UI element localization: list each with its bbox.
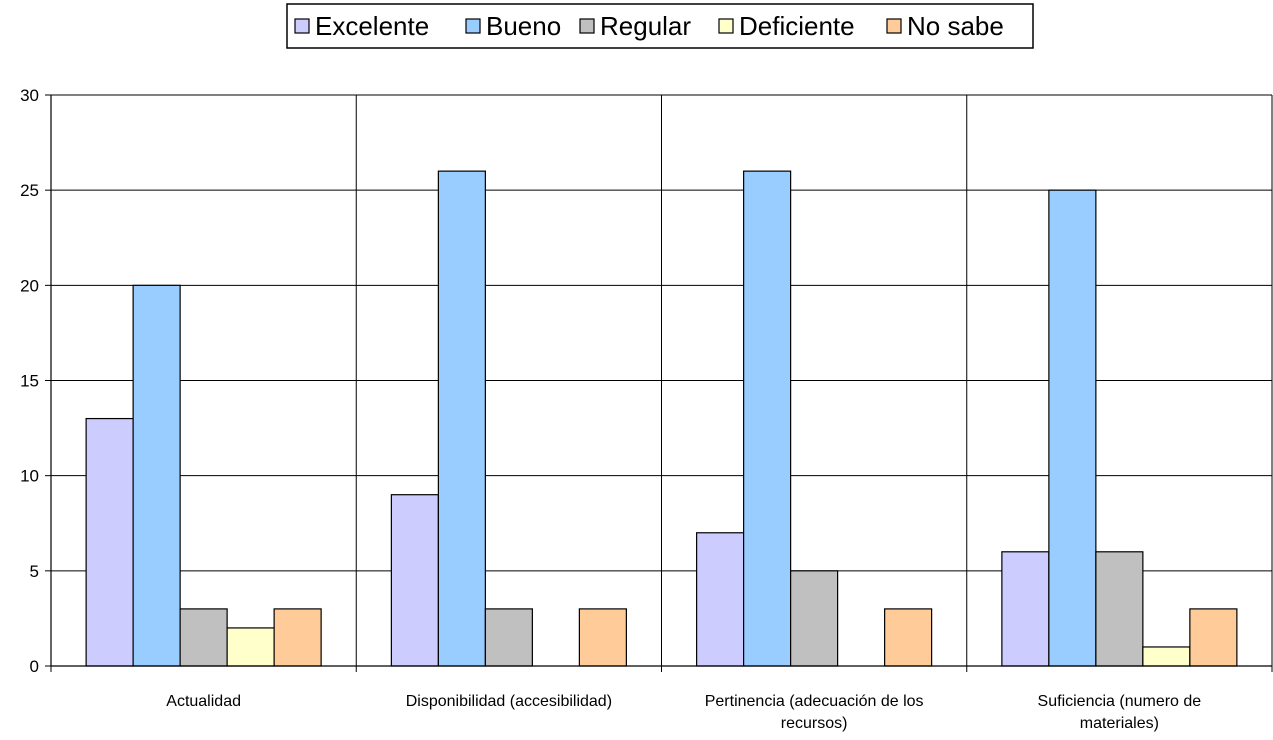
bar-regular: [179, 608, 228, 667]
legend-label: Regular: [600, 11, 691, 41]
x-category-label: materiales): [1080, 715, 1159, 732]
x-category-label: Suficiencia (numero de: [1038, 693, 1202, 710]
legend-label: Excelente: [315, 11, 429, 41]
bar-regular: [790, 570, 839, 667]
bar-regular: [1095, 551, 1144, 667]
bar-no-sabe: [273, 608, 322, 667]
legend-label: No sabe: [907, 11, 1004, 41]
x-category-label: recursos): [781, 715, 848, 732]
x-category-label: Disponibilidad (accesibilidad): [406, 693, 612, 710]
bar-excelente: [1001, 551, 1050, 667]
legend-swatch: [886, 18, 902, 34]
y-tick-label: 30: [20, 86, 39, 105]
y-tick-label: 10: [20, 467, 39, 486]
bar-bueno: [743, 170, 792, 667]
y-tick-label: 5: [30, 562, 39, 581]
bar-bueno: [132, 284, 181, 667]
bar-no-sabe: [884, 608, 933, 667]
y-axis-ticks: 0 5 10 15 20 25 30: [20, 86, 51, 676]
bar-excelente: [696, 532, 745, 667]
bar-excelente: [390, 494, 439, 667]
legend-box: [286, 3, 1034, 49]
bar-deficiente: [226, 627, 275, 667]
y-tick-label: 0: [30, 657, 39, 676]
legend-label: Deficiente: [739, 11, 855, 41]
y-tick-label: 25: [20, 181, 39, 200]
legend-label: Bueno: [486, 11, 561, 41]
bar-bueno: [437, 170, 486, 667]
x-category-label: Actualidad: [166, 693, 241, 710]
bar-excelente: [85, 417, 134, 667]
legend-swatch: [465, 18, 481, 34]
legend-swatch: [718, 18, 734, 34]
y-tick-label: 15: [20, 372, 39, 391]
legend: Excelente Bueno Regular Deficiente No sabe: [286, 3, 1034, 49]
bar-bueno: [1048, 189, 1097, 667]
y-tick-label: 20: [20, 276, 39, 295]
bar-no-sabe: [1189, 608, 1238, 667]
legend-swatch: [294, 18, 310, 34]
legend-swatch: [579, 18, 595, 34]
x-axis-labels: Actualidad Disponibilidad (accesibilidad)…: [166, 693, 1201, 732]
x-category-label: Pertinencia (adecuación de los: [705, 693, 924, 710]
bar-regular: [484, 608, 533, 667]
bar-no-sabe: [578, 608, 627, 667]
bar-deficiente: [1142, 646, 1191, 667]
